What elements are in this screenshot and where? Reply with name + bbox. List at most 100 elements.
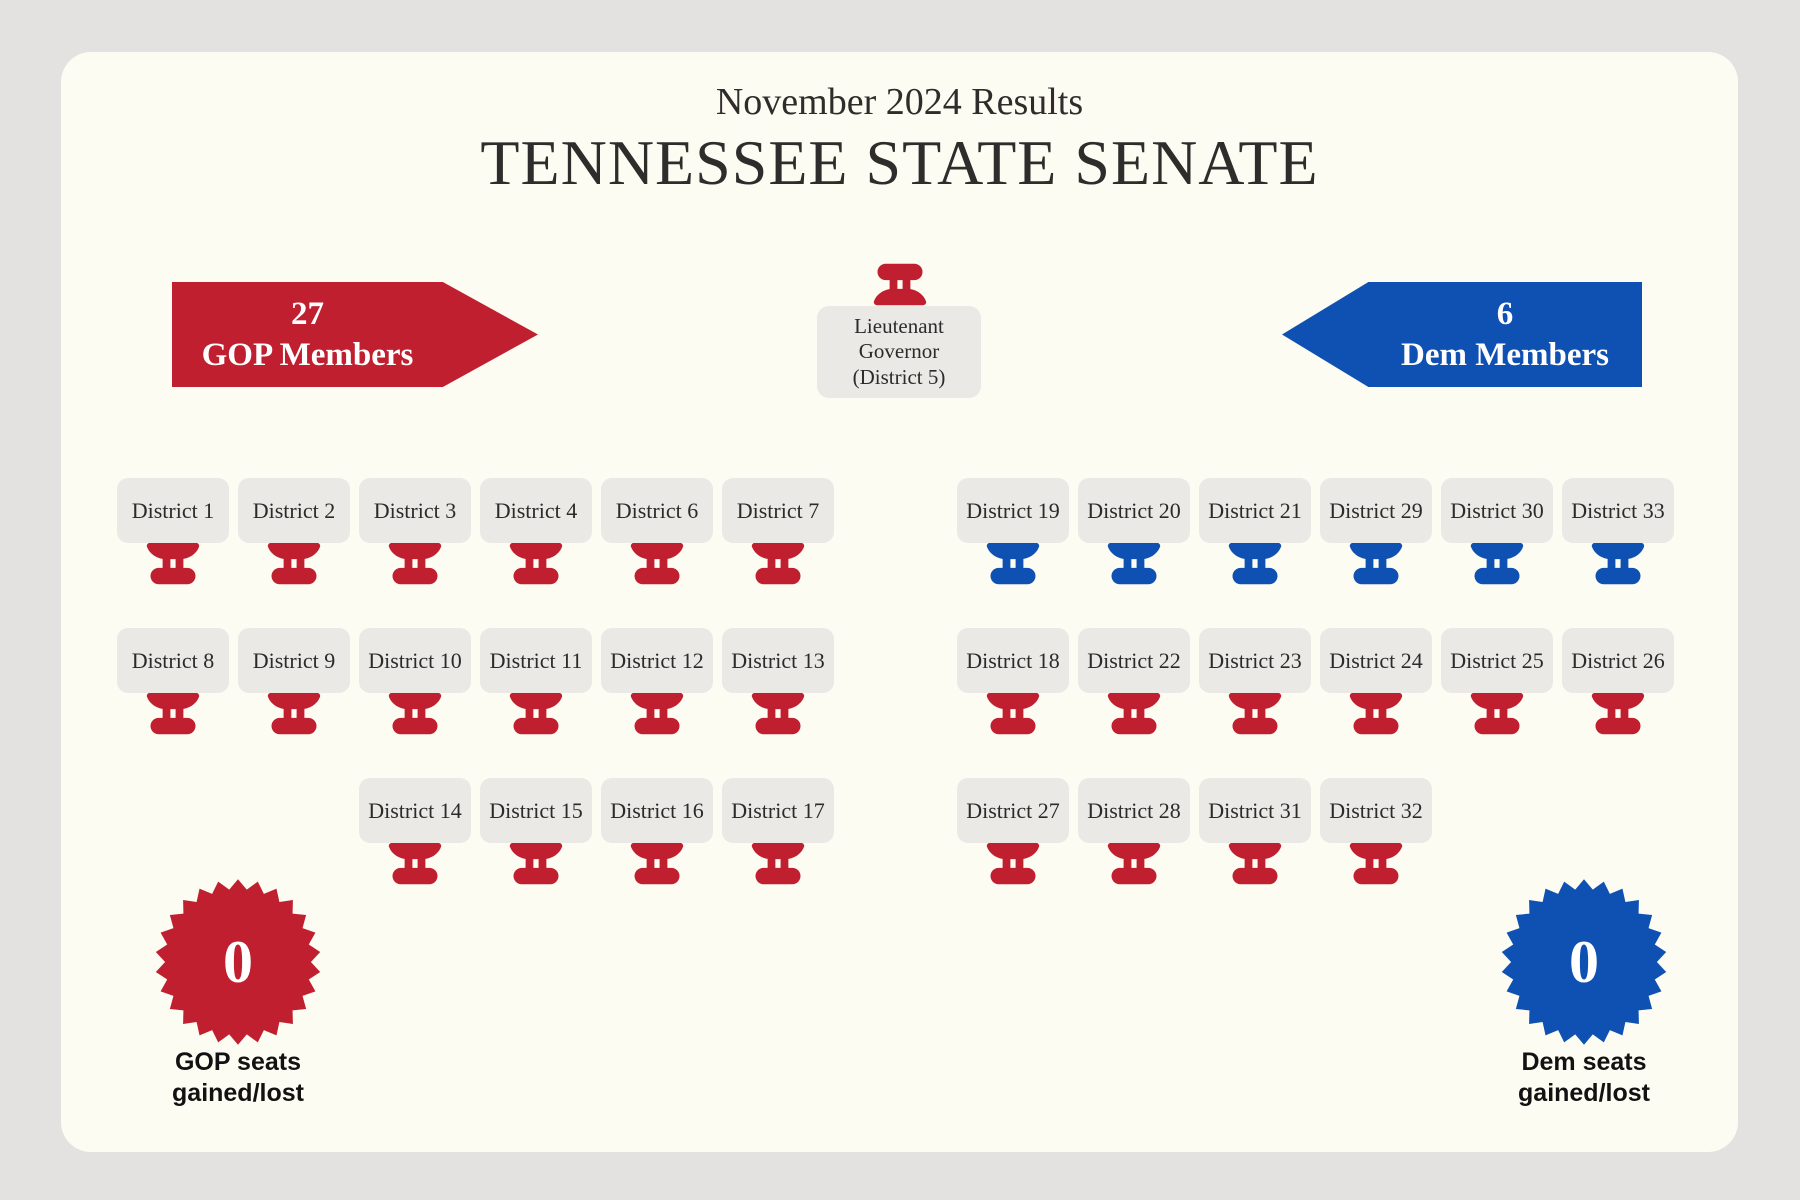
seat-cell: District 2 <box>238 478 350 586</box>
district-label: District 20 <box>1078 478 1190 543</box>
district-label: District 6 <box>601 478 713 543</box>
district-label: District 13 <box>722 628 834 693</box>
senate-seat-icon <box>1227 841 1283 886</box>
seat-cell: District 7 <box>722 478 834 586</box>
senate-seat-icon <box>985 841 1041 886</box>
seat-cell: District 20 <box>1078 478 1190 586</box>
seat-cell: District 15 <box>480 778 592 886</box>
senate-seat-icon <box>508 691 564 736</box>
district-label: District 11 <box>480 628 592 693</box>
senate-seat-icon <box>266 541 322 586</box>
district-label: District 9 <box>238 628 350 693</box>
seat-cell: District 1 <box>117 478 229 586</box>
district-label: District 17 <box>722 778 834 843</box>
seat-cell: District 14 <box>359 778 471 886</box>
seat-cell: District 21 <box>1199 478 1311 586</box>
gop-count: 27 <box>291 296 324 333</box>
seating-row-left-2: District 8 District 9 District 10 Distri… <box>117 628 834 736</box>
district-label: District 1 <box>117 478 229 543</box>
senate-seat-icon <box>985 541 1041 586</box>
senate-seat-icon <box>1469 691 1525 736</box>
senate-seat-icon <box>1227 541 1283 586</box>
district-label: District 4 <box>480 478 592 543</box>
senate-seat-icon <box>1106 841 1162 886</box>
senate-seat-icon <box>1106 691 1162 736</box>
senate-seat-icon <box>508 841 564 886</box>
senate-seat-icon <box>985 691 1041 736</box>
seat-cell: District 6 <box>601 478 713 586</box>
dem-label: Dem Members <box>1401 336 1609 373</box>
seat-cell: District 11 <box>480 628 592 736</box>
gop-label: GOP Members <box>201 336 414 373</box>
senate-seat-icon <box>387 541 443 586</box>
dem-seats-badge: 0 <box>1494 872 1674 1052</box>
senate-seat-icon <box>266 691 322 736</box>
seat-cell: District 19 <box>957 478 1069 586</box>
senate-seat-icon <box>1348 841 1404 886</box>
district-label: District 32 <box>1320 778 1432 843</box>
infographic-card: November 2024 Results TENNESSEE STATE SE… <box>61 52 1738 1152</box>
senate-seat-icon <box>145 691 201 736</box>
dem-count: 6 <box>1496 296 1514 333</box>
starburst-seal-icon <box>1501 879 1667 1045</box>
lt-governor-chair-icon <box>872 262 928 307</box>
seat-cell: District 32 <box>1320 778 1432 886</box>
district-label: District 28 <box>1078 778 1190 843</box>
seat-cell: District 22 <box>1078 628 1190 736</box>
lt-governor-line1: Lieutenant <box>854 314 944 339</box>
senate-seat-icon <box>508 541 564 586</box>
senate-seat-icon <box>387 691 443 736</box>
seating-row-right-3: District 27 District 28 District 31 Dist… <box>957 778 1432 886</box>
district-label: District 18 <box>957 628 1069 693</box>
lt-governor-line2: Governor <box>858 339 940 364</box>
seat-cell: District 28 <box>1078 778 1190 886</box>
seat-cell: District 33 <box>1562 478 1674 586</box>
lt-governor-box: Lieutenant Governor (District 5) <box>817 306 981 398</box>
subtitle: November 2024 Results <box>715 81 1084 123</box>
senate-seat-icon <box>145 541 201 586</box>
seat-cell: District 24 <box>1320 628 1432 736</box>
senate-seat-icon <box>1469 541 1525 586</box>
seat-cell: District 3 <box>359 478 471 586</box>
seat-cell: District 29 <box>1320 478 1432 586</box>
senate-seat-icon <box>750 691 806 736</box>
seating-row-left-3: District 14 District 15 District 16 Dist… <box>359 778 834 886</box>
gop-seats-change-value: 0 <box>223 928 253 995</box>
district-label: District 10 <box>359 628 471 693</box>
gop-members-banner: 27 GOP Members <box>172 282 538 387</box>
senate-seat-icon <box>1348 541 1404 586</box>
senate-seat-icon <box>629 841 685 886</box>
district-label: District 19 <box>957 478 1069 543</box>
district-label: District 24 <box>1320 628 1432 693</box>
senate-seat-icon <box>1590 541 1646 586</box>
starburst-seal-icon <box>155 879 321 1045</box>
seat-cell: District 13 <box>722 628 834 736</box>
district-label: District 23 <box>1199 628 1311 693</box>
seat-cell: District 16 <box>601 778 713 886</box>
seating-row-right-2: District 18 District 22 District 23 Dist… <box>957 628 1674 736</box>
seat-cell: District 9 <box>238 628 350 736</box>
seat-cell: District 12 <box>601 628 713 736</box>
senate-seat-icon <box>750 841 806 886</box>
seating-row-left-1: District 1 District 2 District 3 Distric… <box>117 478 834 586</box>
seat-cell: District 8 <box>117 628 229 736</box>
gop-seats-badge-label: GOP seats gained/lost <box>172 1048 304 1107</box>
district-label: District 25 <box>1441 628 1553 693</box>
district-label: District 22 <box>1078 628 1190 693</box>
lt-governor-line3: (District 5) <box>852 364 946 389</box>
dem-members-banner: 6 Dem Members <box>1282 282 1642 387</box>
seat-cell: District 23 <box>1199 628 1311 736</box>
district-label: District 30 <box>1441 478 1553 543</box>
senate-seat-icon <box>1348 691 1404 736</box>
seat-cell: District 4 <box>480 478 592 586</box>
senate-seat-icon <box>1590 691 1646 736</box>
senate-seat-icon <box>387 841 443 886</box>
district-label: District 21 <box>1199 478 1311 543</box>
district-label: District 14 <box>359 778 471 843</box>
seat-cell: District 30 <box>1441 478 1553 586</box>
seating-row-right-1: District 19 District 20 District 21 Dist… <box>957 478 1674 586</box>
dem-seats-change-value: 0 <box>1569 928 1599 995</box>
district-label: District 2 <box>238 478 350 543</box>
district-label: District 29 <box>1320 478 1432 543</box>
